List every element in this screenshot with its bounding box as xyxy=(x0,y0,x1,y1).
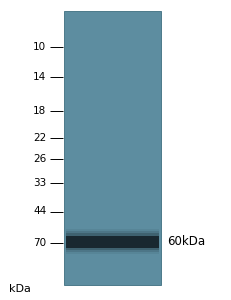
Bar xyxy=(66,233,158,250)
Bar xyxy=(64,11,161,285)
Text: 33: 33 xyxy=(33,178,46,188)
Text: 44: 44 xyxy=(33,206,46,217)
Text: kDa: kDa xyxy=(9,284,31,293)
Text: 26: 26 xyxy=(33,154,46,164)
Text: 60kDa: 60kDa xyxy=(166,235,204,248)
Bar xyxy=(66,236,158,247)
Text: 14: 14 xyxy=(33,71,46,82)
Text: 10: 10 xyxy=(33,41,46,52)
Text: 70: 70 xyxy=(33,238,46,248)
Text: 22: 22 xyxy=(33,133,46,143)
Bar xyxy=(66,231,158,252)
Bar xyxy=(66,229,158,254)
Text: 18: 18 xyxy=(33,106,46,116)
